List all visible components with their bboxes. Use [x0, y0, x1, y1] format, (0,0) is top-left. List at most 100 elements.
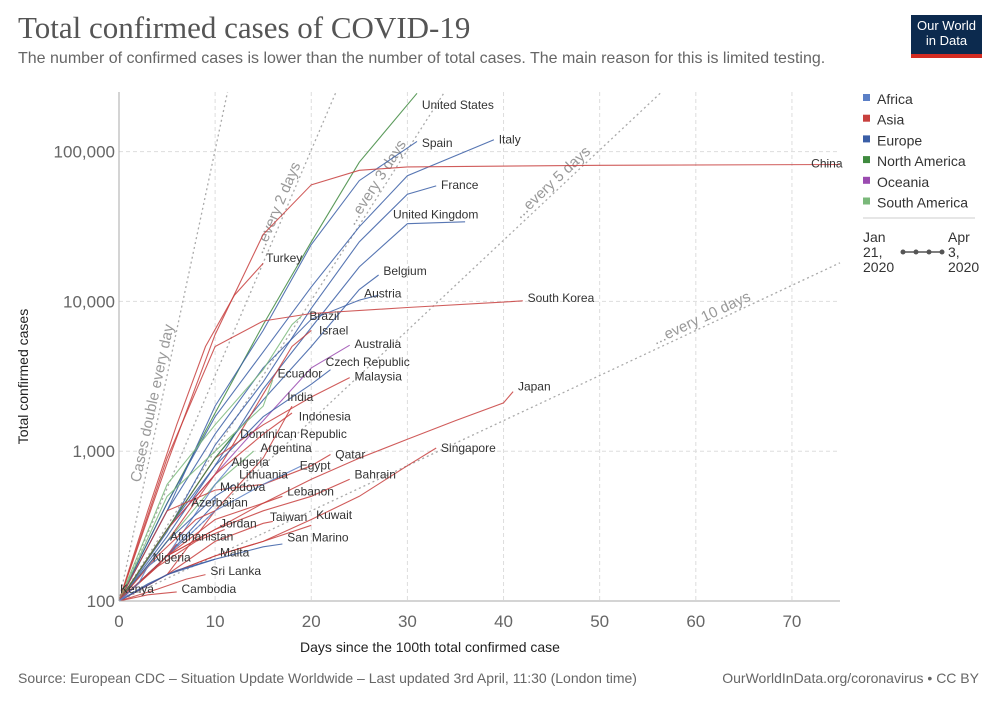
- timeline-start-label: 21,: [863, 244, 882, 260]
- y-tick-label: 100: [87, 592, 115, 611]
- legend-label: Oceania: [877, 174, 929, 190]
- doubling-reference-label: ...every 2 days: [250, 160, 304, 256]
- series-label: Italy: [499, 133, 521, 147]
- timeline-end-label: 3,: [948, 244, 960, 260]
- doubling-reference-line: [118, 91, 446, 602]
- series-label: France: [441, 178, 479, 192]
- series-label: Austria: [364, 286, 402, 300]
- timeline-handle: [926, 249, 932, 255]
- series-label: Argentina: [260, 441, 312, 455]
- series-label: Lebanon: [287, 484, 334, 498]
- x-tick-label: 30: [398, 612, 417, 631]
- series-label: South Korea: [528, 291, 595, 305]
- series-lines: [118, 92, 841, 602]
- x-tick-label: 70: [782, 612, 801, 631]
- legend-swatch: [863, 114, 870, 122]
- owid-logo[interactable]: Our World in Data: [911, 15, 982, 58]
- legend-swatch: [863, 156, 870, 164]
- logo-line-1: Our World: [917, 18, 976, 33]
- chart-title: Total confirmed cases of COVID-19: [18, 10, 471, 45]
- legend-swatch: [863, 197, 870, 205]
- timeline-end-label: 2020: [948, 259, 979, 275]
- y-tick-label: 10,000: [63, 292, 115, 311]
- legend-label: Asia: [877, 112, 904, 128]
- series-label: Afghanistan: [170, 529, 233, 543]
- x-tick-label: 0: [114, 612, 123, 631]
- series-line: [118, 262, 264, 602]
- doubling-reference-label: Cases double every day: [127, 322, 177, 483]
- legend-swatch: [863, 94, 870, 101]
- series-line: [118, 574, 206, 602]
- series-label: Qatar: [335, 448, 365, 462]
- grid: [119, 92, 840, 602]
- series-label: Moldova: [220, 480, 266, 494]
- y-axis-title: Total confirmed cases: [15, 309, 31, 444]
- doubling-reference-line: [118, 91, 229, 602]
- x-tick-label: 10: [206, 612, 225, 631]
- timeline-start-label: 2020: [863, 259, 894, 275]
- series-label: Sri Lanka: [210, 564, 261, 578]
- timeline-handle: [900, 249, 906, 255]
- series-label: Japan: [518, 380, 551, 394]
- legend-label: North America: [877, 153, 966, 169]
- series-label: Azerbaijan: [191, 495, 248, 509]
- timeline-start-label: Jan: [863, 229, 886, 245]
- series-line: [118, 510, 216, 602]
- series-line: [118, 454, 331, 602]
- series-label: India: [287, 390, 313, 404]
- x-tick-label: 50: [590, 612, 609, 631]
- series-label: Egypt: [300, 459, 331, 473]
- series-label: Algeria: [231, 455, 269, 469]
- series-label: Dominican Republic: [240, 427, 347, 441]
- series-label: Taiwan: [270, 510, 307, 524]
- source-note: Source: European CDC – Situation Update …: [18, 670, 637, 686]
- legend-swatch: [863, 135, 870, 143]
- doubling-reference-line: [118, 91, 337, 602]
- doubling-reference-label: ...every 10 days: [650, 288, 753, 348]
- doubling-reference-label: ...every 5 days: [511, 143, 594, 222]
- series-line: [118, 591, 177, 602]
- series-label: Spain: [422, 136, 453, 150]
- timeline-handle: [939, 249, 945, 255]
- series-line: [118, 558, 216, 602]
- series-line: [118, 379, 274, 602]
- series-label: Belgium: [383, 264, 426, 278]
- series-label: China: [811, 157, 843, 171]
- series-label: Jordan: [220, 516, 257, 530]
- legend-swatch: [863, 176, 870, 184]
- series-label: Nigeria: [153, 551, 191, 565]
- series-line: [118, 433, 235, 602]
- x-tick-label: 60: [686, 612, 705, 631]
- series-label: Singapore: [441, 441, 496, 455]
- y-tick-label: 1,000: [72, 442, 115, 461]
- x-tick-label: 40: [494, 612, 513, 631]
- credit-link[interactable]: OurWorldInData.org/coronavirus • CC BY: [722, 670, 979, 686]
- series-line: [118, 483, 235, 602]
- series-label: Kenya: [120, 582, 154, 596]
- timeline-end-label: Apr: [948, 229, 970, 245]
- series-label: Cambodia: [181, 582, 236, 596]
- series-label: Turkey: [266, 251, 302, 265]
- series-label: Ecuador: [278, 367, 323, 381]
- doubling-reference-line: [118, 91, 663, 602]
- series-labels: United States Spain Italy China France United…: [120, 98, 843, 596]
- series-line: [118, 221, 466, 602]
- timeline-handle: [913, 249, 919, 255]
- series-label: Indonesia: [299, 410, 351, 424]
- series-label: Israel: [319, 323, 348, 337]
- series-label: Bahrain: [355, 467, 396, 481]
- series-label: Australia: [355, 337, 402, 351]
- series-label: Kuwait: [316, 508, 353, 522]
- series-label: Lithuania: [239, 467, 288, 481]
- x-tick-label: 20: [302, 612, 321, 631]
- series-line: [118, 495, 283, 602]
- y-tick-label: 100,000: [54, 143, 115, 162]
- series-label: Czech Republic: [326, 355, 410, 369]
- chart-subtitle: The number of confirmed cases is lower t…: [18, 50, 826, 67]
- legend-label: Africa: [877, 91, 913, 107]
- legend-label: South America: [877, 195, 968, 211]
- series-line: [118, 300, 523, 602]
- series-label: Malaysia: [355, 370, 403, 384]
